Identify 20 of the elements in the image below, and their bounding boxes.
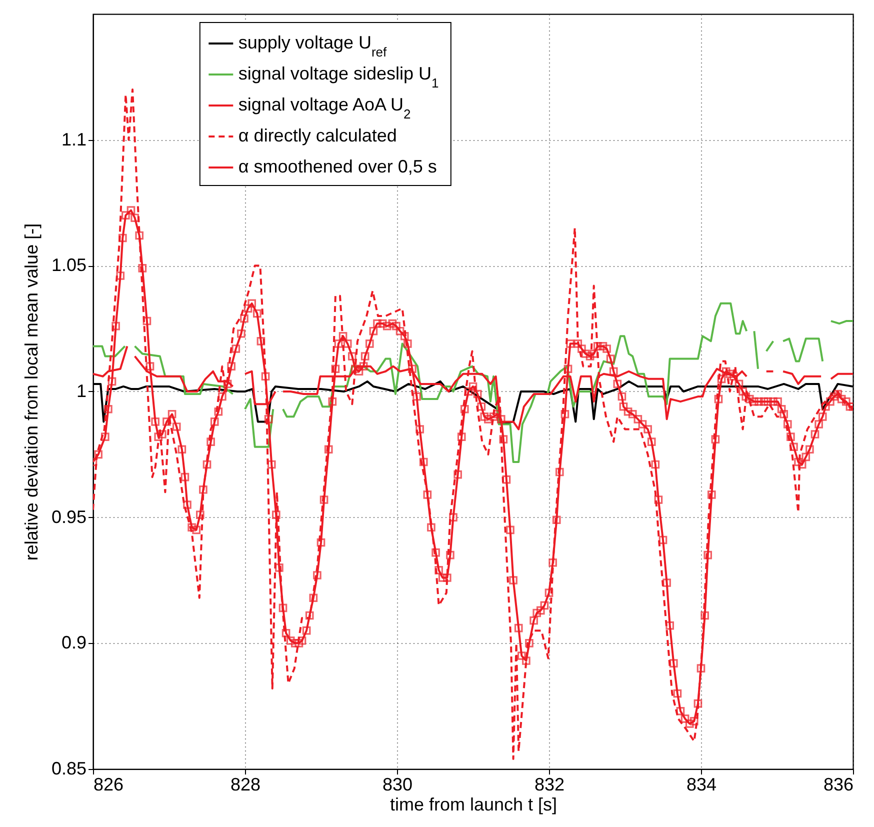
x-tick-label: 830 [382, 774, 413, 794]
y-tick-label: 0.95 [51, 506, 86, 527]
line-series [93, 88, 853, 760]
legend-label: signal voltage AoA U$_{2}$ [238, 94, 411, 121]
x-tick-label: 832 [534, 774, 565, 794]
legend-label: α directly calculated [238, 126, 397, 146]
y-tick-label: 0.85 [51, 758, 86, 778]
y-tick-label: 1 [76, 381, 86, 401]
y-axis-title: relative deviation from local mean value [-] [21, 223, 42, 561]
x-axis-title: time from launch t [s] [390, 794, 558, 814]
legend-label: supply voltage U$_{ref}$ [238, 32, 388, 59]
x-tick-label: 826 [94, 774, 124, 794]
y-tick-label: 1.1 [61, 129, 86, 150]
x-tick-label: 834 [686, 774, 717, 794]
legend-label: signal voltage sideslip U$_{1}$ [238, 64, 439, 90]
y-tick-label: 0.9 [61, 632, 86, 653]
legend-label: α smoothened over 0,5 s [238, 156, 437, 176]
y-tick-label: 1.05 [51, 255, 86, 276]
x-tick-label: 828 [230, 774, 261, 794]
x-tick-label: 836 [823, 774, 854, 794]
